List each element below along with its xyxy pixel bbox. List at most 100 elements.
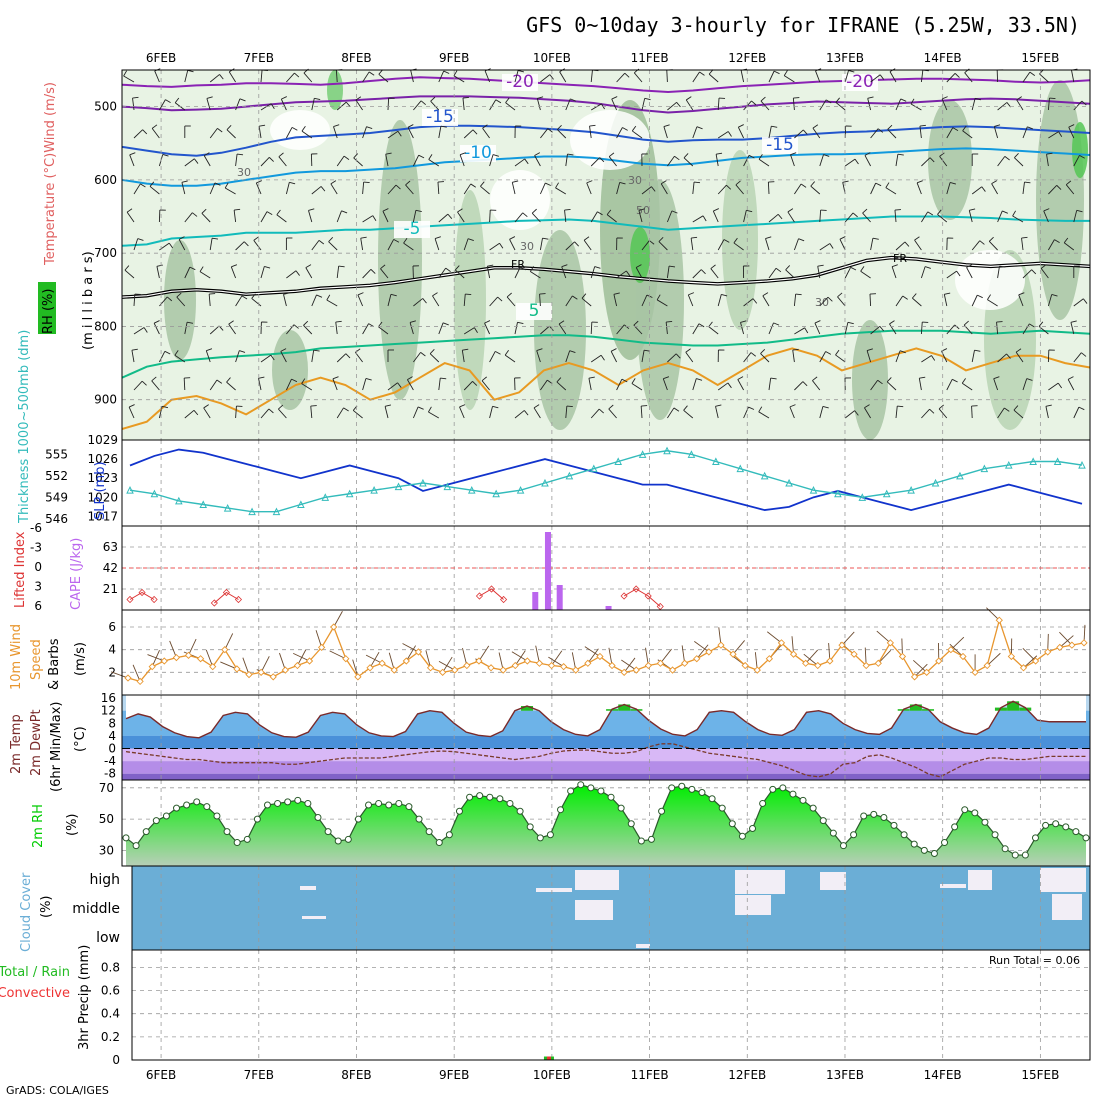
wind-barb-flag xyxy=(253,236,259,241)
isotherm-label: -20 xyxy=(506,72,534,92)
wind-barb xyxy=(126,211,135,223)
wind-barb xyxy=(378,73,389,83)
rh-blob xyxy=(454,190,486,410)
temp-mask xyxy=(126,695,1086,738)
wind-barb xyxy=(540,128,549,139)
lifted-marker xyxy=(210,599,218,607)
wind-barb-flag xyxy=(696,126,703,130)
wind-barb xyxy=(159,99,166,111)
lifted-marker xyxy=(126,595,134,604)
wind-barb xyxy=(556,129,567,139)
temp-tick-label: -8 xyxy=(104,767,116,781)
wind-barb-flag xyxy=(226,377,231,383)
wind-barb-flag xyxy=(979,240,985,245)
wind-barb-flag xyxy=(929,157,935,163)
wind-barb xyxy=(864,407,871,419)
cape-bar xyxy=(605,606,612,610)
wind-barb-flag xyxy=(798,238,805,242)
wind-barb xyxy=(810,185,821,195)
wind-barb-flag xyxy=(382,208,389,212)
wind-barb xyxy=(946,379,953,391)
wind-barb xyxy=(278,408,287,419)
wind-speed-marker xyxy=(693,655,701,663)
wind-barb xyxy=(733,242,744,251)
wind-barb-flag xyxy=(330,180,337,185)
wind-barb xyxy=(608,156,617,167)
wind-barb xyxy=(482,128,490,139)
isotherm-label: -15 xyxy=(766,135,794,155)
wind-barb xyxy=(384,406,389,419)
wind-barb-flag xyxy=(445,267,451,272)
wind-barb-flag xyxy=(531,208,537,214)
wind-barb-flag xyxy=(280,348,287,352)
wind-barb-flag xyxy=(867,96,874,99)
wind-barb-flag xyxy=(773,322,780,326)
rh-marker xyxy=(789,790,797,798)
thickness-marker xyxy=(345,489,354,498)
date-label-bottom: 15FEB xyxy=(1021,1068,1059,1082)
rh-marker xyxy=(557,806,565,814)
wind-barb xyxy=(565,98,571,111)
wind-barb-flag xyxy=(698,323,705,328)
wind-barb xyxy=(683,157,694,167)
wind-barb-flag xyxy=(567,153,574,156)
wind-axis-label-2: Speed xyxy=(29,639,44,680)
wind-barb xyxy=(405,184,414,195)
rh-clear xyxy=(490,170,550,230)
precip-convective-bar xyxy=(546,1056,551,1060)
wind-speed-marker xyxy=(729,650,737,658)
wind-barb-flag xyxy=(916,180,923,184)
wind-barb xyxy=(1048,131,1059,139)
wind-barb xyxy=(1018,294,1024,307)
wind-barb xyxy=(462,647,468,666)
wind-barb-flag xyxy=(866,348,873,351)
wind-barb xyxy=(133,293,136,307)
thickness-tick-label: 555 xyxy=(45,447,68,461)
rh-contour-label: 30 xyxy=(237,166,251,179)
wind-speed-marker xyxy=(632,666,640,674)
wind-barb-flag xyxy=(243,241,249,247)
slp-tick-label: 1029 xyxy=(87,433,118,447)
wind-barb xyxy=(133,129,143,139)
wind-barb xyxy=(635,267,643,279)
wind-barb-flag xyxy=(520,266,526,271)
rh-blob xyxy=(928,100,972,220)
wind-barb xyxy=(690,238,694,251)
wind-barb xyxy=(966,267,973,279)
thickness-marker xyxy=(663,446,671,455)
wind-barb xyxy=(950,636,965,650)
wind-axis-label-1: 10m Wind xyxy=(9,624,24,690)
wind-barb-flag xyxy=(902,295,908,300)
wind-barb xyxy=(233,210,237,223)
wind-barb xyxy=(533,407,541,419)
wind-barb-flag xyxy=(166,296,173,302)
thickness-marker xyxy=(492,489,500,498)
wind-barb xyxy=(740,322,745,335)
wind-barb-flag xyxy=(291,127,298,131)
wind-barb-flag xyxy=(524,158,529,165)
wind-barb xyxy=(336,266,340,279)
wind-barb-flag xyxy=(954,324,960,330)
wind-barb xyxy=(586,182,592,195)
rh-legend-swatch xyxy=(38,282,56,334)
wind-barb-flag xyxy=(904,241,910,247)
wind-barb-flag xyxy=(216,379,223,384)
wind-barb xyxy=(437,181,440,195)
wind-barb-flag xyxy=(343,155,350,160)
pressure-tick-label: 600 xyxy=(94,173,117,187)
wind-barb-flag xyxy=(939,152,945,157)
rh-marker xyxy=(314,814,322,822)
wind-barb xyxy=(311,186,322,195)
wind-barb xyxy=(511,651,528,662)
wind-barb xyxy=(151,128,160,139)
wind-speed-marker xyxy=(414,648,423,656)
wind-barb-flag xyxy=(459,404,466,408)
pressure-tick-label: 500 xyxy=(94,100,117,114)
wind-barb xyxy=(303,72,313,83)
wind-barb-flag xyxy=(440,125,447,128)
wind-barb-flag xyxy=(599,157,605,163)
cape-tick-label: 21 xyxy=(103,582,118,596)
isotherm-line xyxy=(121,147,1091,187)
wind-barb-flag xyxy=(974,349,981,352)
wind-barb xyxy=(743,155,750,167)
